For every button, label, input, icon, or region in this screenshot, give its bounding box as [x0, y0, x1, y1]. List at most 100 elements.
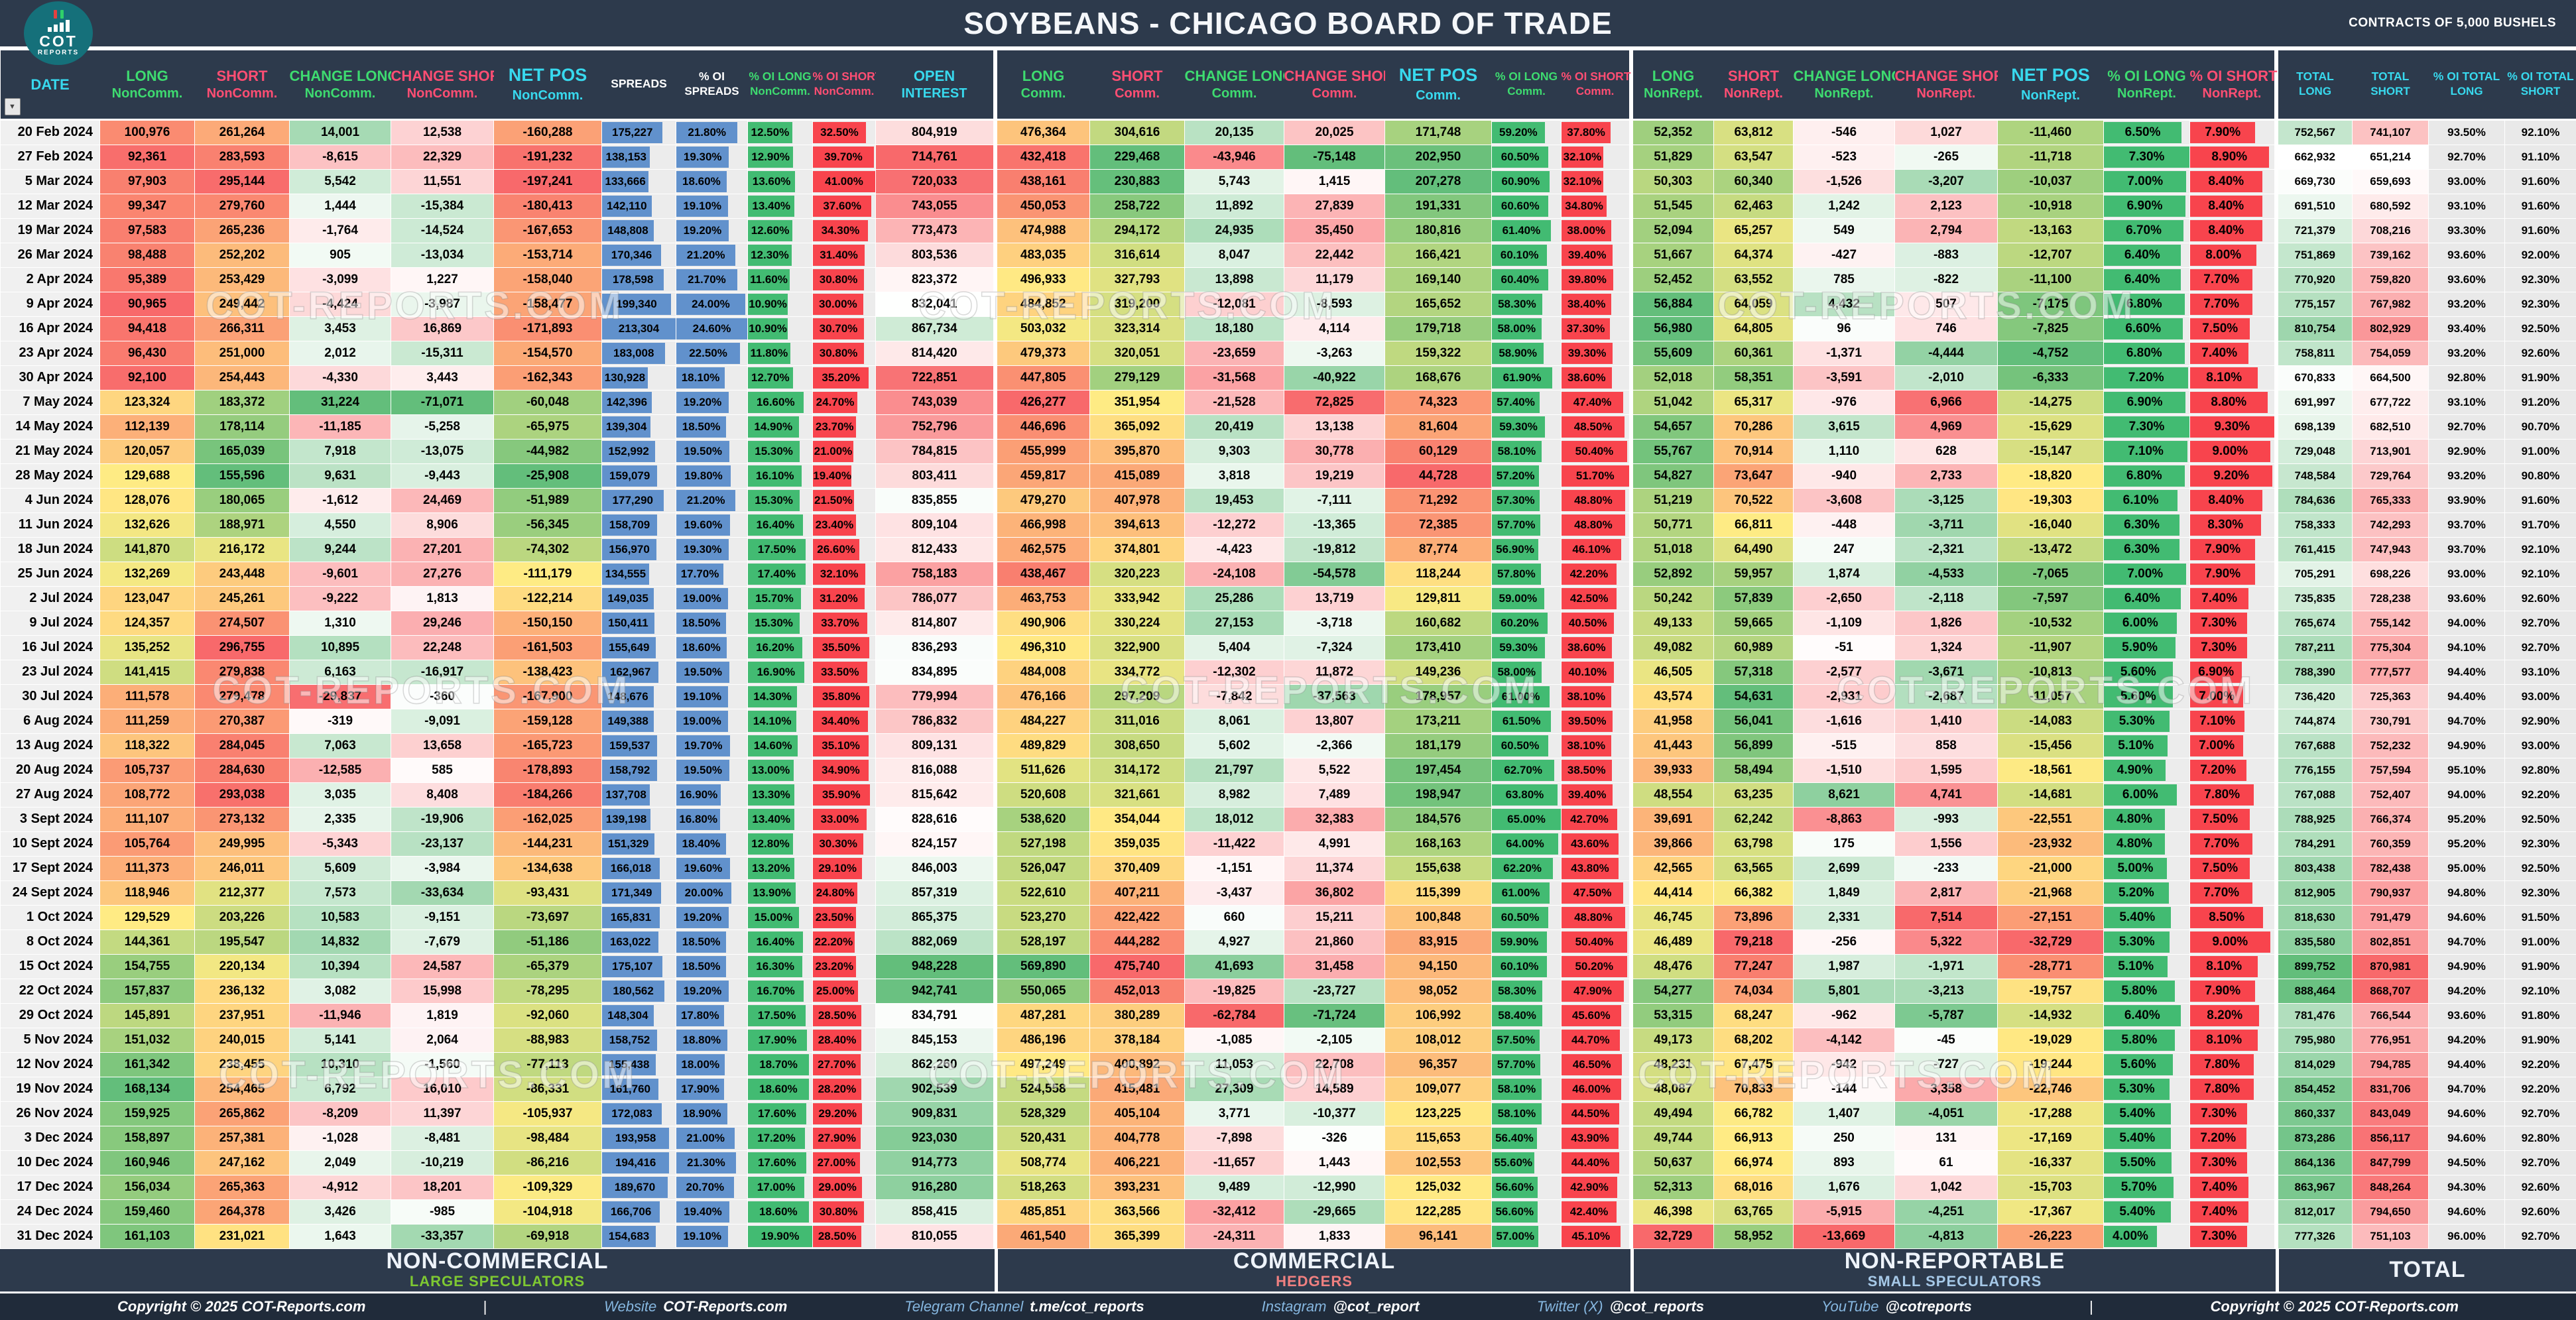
- cell-pct_t_short[interactable]: 92.30%: [2505, 880, 2576, 905]
- cell-nr_chg_short[interactable]: 5,322: [1895, 930, 1998, 954]
- cell-nr_short[interactable]: 79,218: [1714, 930, 1794, 954]
- cell-pct_long_c[interactable]: 61.00%: [1492, 684, 1562, 709]
- cell-pct_short_nc[interactable]: 25.00%: [813, 979, 876, 1003]
- cell-pct_short_c[interactable]: 47.40%: [1562, 390, 1631, 414]
- cell-nc_chg_long[interactable]: 2,335: [290, 807, 391, 831]
- cell-pct_t_long[interactable]: 93.60%: [2429, 243, 2505, 267]
- cell-nc_long[interactable]: 132,269: [100, 562, 195, 586]
- cell-pct_long_nc[interactable]: 17.00%: [748, 1175, 813, 1199]
- cell-c_long[interactable]: 438,161: [995, 169, 1090, 194]
- footer-item-value[interactable]: @cotreports: [1886, 1298, 1972, 1315]
- cell-c_net[interactable]: 191,331: [1385, 194, 1492, 218]
- cell-t_long[interactable]: 835,580: [2276, 930, 2353, 954]
- cell-nr_short[interactable]: 66,974: [1714, 1150, 1794, 1175]
- cell-nc_net[interactable]: -69,918: [494, 1224, 602, 1248]
- cell-pct_short_c[interactable]: 45.10%: [1562, 1224, 1631, 1248]
- cell-c_chg_short[interactable]: 1,415: [1284, 169, 1385, 194]
- cell-nr_short[interactable]: 66,811: [1714, 512, 1794, 537]
- cell-t_long[interactable]: 751,869: [2276, 243, 2353, 267]
- cell-nr_net[interactable]: -11,460: [1998, 119, 2104, 145]
- cell-nr_net[interactable]: -14,932: [1998, 1003, 2104, 1028]
- cell-oi[interactable]: 828,616: [876, 807, 995, 831]
- cell-pct_short_nc[interactable]: 27.70%: [813, 1052, 876, 1077]
- cell-pct_long_c[interactable]: 58.40%: [1492, 1003, 1562, 1028]
- cell-c_short[interactable]: 363,566: [1090, 1199, 1185, 1224]
- cell-pct_long_c[interactable]: 57.70%: [1492, 1052, 1562, 1077]
- cell-pct_t_long[interactable]: 96.00%: [2429, 1224, 2505, 1248]
- cell-pct_long_nr[interactable]: 5.40%: [2104, 1126, 2190, 1150]
- cell-nc_short[interactable]: 284,045: [195, 733, 290, 758]
- cell-nr_net[interactable]: -18,561: [1998, 758, 2104, 782]
- cell-c_net[interactable]: 109,077: [1385, 1077, 1492, 1101]
- cell-c_net[interactable]: 108,012: [1385, 1028, 1492, 1052]
- cell-spreads[interactable]: 148,808: [602, 218, 676, 243]
- cell-nc_long[interactable]: 129,688: [100, 463, 195, 488]
- cell-date[interactable]: 12 Nov 2024: [1, 1052, 100, 1077]
- cell-c_long[interactable]: 462,575: [995, 537, 1090, 562]
- cell-nr_chg_short[interactable]: 2,817: [1895, 880, 1998, 905]
- cell-oi[interactable]: 803,411: [876, 463, 995, 488]
- cell-spreads[interactable]: 171,349: [602, 880, 676, 905]
- cell-nr_net[interactable]: -14,275: [1998, 390, 2104, 414]
- cell-date[interactable]: 20 Aug 2024: [1, 758, 100, 782]
- cell-nc_long[interactable]: 108,772: [100, 782, 195, 807]
- cell-nr_long[interactable]: 49,494: [1631, 1101, 1714, 1126]
- cell-nr_chg_long[interactable]: 247: [1794, 537, 1895, 562]
- cell-pct_t_short[interactable]: 92.20%: [2505, 782, 2576, 807]
- cell-nc_net[interactable]: -56,345: [494, 512, 602, 537]
- cell-pct_short_nr[interactable]: 7.50%: [2190, 316, 2276, 341]
- cell-nr_chg_long[interactable]: -3,608: [1794, 488, 1895, 512]
- cell-date[interactable]: 23 Apr 2024: [1, 341, 100, 365]
- cell-nc_chg_short[interactable]: 22,248: [391, 635, 494, 660]
- cell-t_short[interactable]: 775,304: [2353, 635, 2429, 660]
- cell-oi[interactable]: 942,741: [876, 979, 995, 1003]
- cell-nc_net[interactable]: -158,477: [494, 292, 602, 316]
- cell-pct_long_nc[interactable]: 14.10%: [748, 709, 813, 733]
- cell-c_short[interactable]: 393,231: [1090, 1175, 1185, 1199]
- cell-c_chg_long[interactable]: 5,743: [1185, 169, 1284, 194]
- cell-pct_short_nc[interactable]: 35.50%: [813, 635, 876, 660]
- cell-nr_long[interactable]: 51,018: [1631, 537, 1714, 562]
- cell-pct_long_nr[interactable]: 7.20%: [2104, 365, 2190, 390]
- cell-nc_long[interactable]: 92,361: [100, 145, 195, 169]
- cell-nc_long[interactable]: 111,578: [100, 684, 195, 709]
- cell-oi[interactable]: 867,734: [876, 316, 995, 341]
- cell-pct_long_nr[interactable]: 4.90%: [2104, 758, 2190, 782]
- cell-nc_long[interactable]: 161,103: [100, 1224, 195, 1248]
- cell-pct_spreads[interactable]: 20.00%: [676, 880, 748, 905]
- cell-pct_long_nr[interactable]: 5.80%: [2104, 979, 2190, 1003]
- cell-nr_long[interactable]: 39,866: [1631, 831, 1714, 856]
- cell-pct_short_nc[interactable]: 34.30%: [813, 218, 876, 243]
- cell-nc_chg_long[interactable]: -1,764: [290, 218, 391, 243]
- cell-nc_long[interactable]: 94,418: [100, 316, 195, 341]
- cell-date[interactable]: 19 Mar 2024: [1, 218, 100, 243]
- cell-nr_chg_long[interactable]: -4,142: [1794, 1028, 1895, 1052]
- cell-pct_long_nr[interactable]: 6.60%: [2104, 316, 2190, 341]
- cell-nr_chg_short[interactable]: -45: [1895, 1028, 1998, 1052]
- cell-c_short[interactable]: 475,740: [1090, 954, 1185, 979]
- cell-nr_short[interactable]: 63,765: [1714, 1199, 1794, 1224]
- cell-pct_long_c[interactable]: 59.90%: [1492, 930, 1562, 954]
- cell-c_long[interactable]: 446,696: [995, 414, 1090, 439]
- cell-nr_net[interactable]: -7,175: [1998, 292, 2104, 316]
- cell-c_chg_short[interactable]: 72,825: [1284, 390, 1385, 414]
- cell-nc_chg_long[interactable]: -4,912: [290, 1175, 391, 1199]
- cell-oi[interactable]: 814,807: [876, 611, 995, 635]
- cell-nr_net[interactable]: -15,147: [1998, 439, 2104, 463]
- cell-pct_long_c[interactable]: 56.60%: [1492, 1199, 1562, 1224]
- cell-oi[interactable]: 846,003: [876, 856, 995, 880]
- cell-t_short[interactable]: 767,982: [2353, 292, 2429, 316]
- cell-t_short[interactable]: 777,577: [2353, 660, 2429, 684]
- cell-nr_chg_long[interactable]: -2,650: [1794, 586, 1895, 611]
- cell-pct_long_nr[interactable]: 5.50%: [2104, 1150, 2190, 1175]
- cell-pct_short_nc[interactable]: 30.70%: [813, 316, 876, 341]
- cell-nr_long[interactable]: 41,958: [1631, 709, 1714, 733]
- cell-pct_short_c[interactable]: 38.10%: [1562, 733, 1631, 758]
- cell-pct_short_c[interactable]: 42.50%: [1562, 586, 1631, 611]
- cell-c_short[interactable]: 400,892: [1090, 1052, 1185, 1077]
- cell-t_long[interactable]: 744,874: [2276, 709, 2353, 733]
- cell-pct_short_c[interactable]: 45.60%: [1562, 1003, 1631, 1028]
